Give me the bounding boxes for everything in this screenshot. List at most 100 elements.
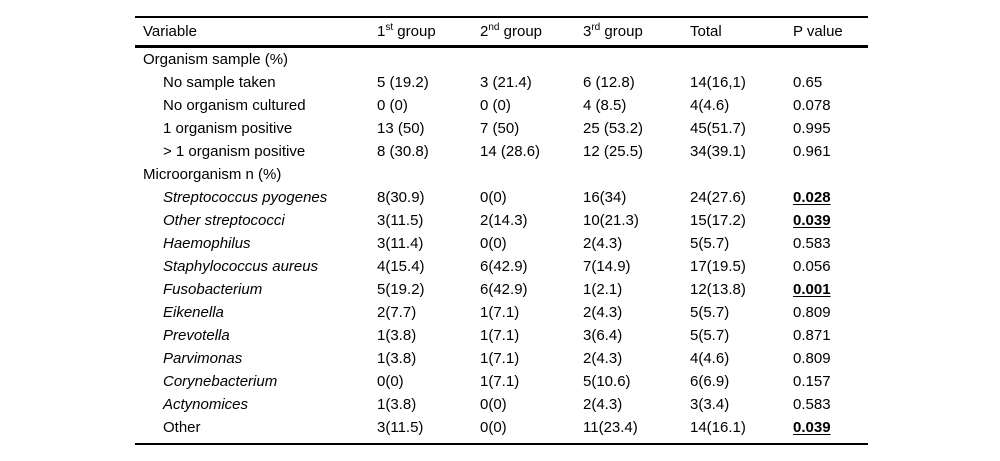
row-label: Staphylococcus aureus xyxy=(163,258,319,275)
col-header-total: Total xyxy=(690,18,793,48)
col-header-variable: Variable xyxy=(135,18,377,48)
ordinal-superscript: rd xyxy=(591,22,601,33)
p-value-cell: 0.039 xyxy=(793,212,831,229)
header-label: 3 xyxy=(583,23,592,40)
value-cell: 6(42.9) xyxy=(480,281,528,298)
value-cell: 0(0) xyxy=(377,373,404,390)
value-cell: 1(2.1) xyxy=(583,281,623,298)
table-row: Prevotella 1(3.8) 1(7.1) 3(6.4) 5(5.7) 0.871 xyxy=(135,324,868,347)
table-row: No sample taken 5 (19.2) 3 (21.4) 6 (12.8) 1… xyxy=(135,71,868,94)
row-label: No sample taken xyxy=(163,74,276,91)
section-label: Organism sample (%) xyxy=(143,51,289,68)
value-cell: 0 (0) xyxy=(377,97,408,114)
value-cell: 8 (30.8) xyxy=(377,143,429,160)
value-cell: 5(10.6) xyxy=(583,373,631,390)
value-cell: 7 (50) xyxy=(480,120,520,137)
value-cell: 24(27.6) xyxy=(690,189,746,206)
p-value-cell: 0.157 xyxy=(793,373,831,390)
header-label: P value xyxy=(793,23,843,40)
value-cell: 14(16,1) xyxy=(690,74,746,91)
value-cell: 7(14.9) xyxy=(583,258,631,275)
value-cell: 2(4.3) xyxy=(583,396,623,413)
p-value-cell: 0.056 xyxy=(793,258,831,275)
value-cell: 12(13.8) xyxy=(690,281,746,298)
value-cell: 3(3.4) xyxy=(690,396,730,413)
section-row: Organism sample (%) xyxy=(135,47,868,72)
value-cell: 2(14.3) xyxy=(480,212,528,229)
p-value-cell xyxy=(793,163,868,186)
value-cell: 2(4.3) xyxy=(583,304,623,321)
col-header-group2: 2nd group xyxy=(480,18,583,48)
value-cell: 14(16.1) xyxy=(690,419,746,436)
table-body: Organism sample (%) No sample taken 5 (19.… xyxy=(135,47,868,440)
value-cell: 4(4.6) xyxy=(690,97,730,114)
value-cell: 34(39.1) xyxy=(690,143,746,160)
value-cell: 6(42.9) xyxy=(480,258,528,275)
row-label: > 1 organism positive xyxy=(163,143,306,160)
value-cell: 4(4.6) xyxy=(690,350,730,367)
row-label: Fusobacterium xyxy=(163,281,263,298)
table-row: Corynebacterium 0(0) 1(7.1) 5(10.6) 6(6.9) 0.… xyxy=(135,370,868,393)
p-value-cell xyxy=(793,47,868,72)
table-row: Staphylococcus aureus 4(15.4) 6(42.9) 7(14.… xyxy=(135,255,868,278)
table-row: Fusobacterium 5(19.2) 6(42.9) 1(2.1) 12(13.8… xyxy=(135,278,868,301)
p-value-cell: 0.583 xyxy=(793,235,831,252)
table-row: No organism cultured 0 (0) 0 (0) 4 (8.5) 4(4… xyxy=(135,94,868,117)
col-header-group1: 1st group xyxy=(377,18,480,48)
value-cell: 4(15.4) xyxy=(377,258,425,275)
value-cell: 1(3.8) xyxy=(377,396,417,413)
p-value-cell: 0.809 xyxy=(793,304,831,321)
value-cell xyxy=(377,163,480,186)
value-cell: 0(0) xyxy=(480,235,507,252)
value-cell: 4 (8.5) xyxy=(583,97,627,114)
row-label: Haemophilus xyxy=(163,235,251,252)
value-cell xyxy=(583,163,690,186)
value-cell: 0(0) xyxy=(480,396,507,413)
table-row: Eikenella 2(7.7) 1(7.1) 2(4.3) 5(5.7) 0.809 xyxy=(135,301,868,324)
p-value-cell: 0.039 xyxy=(793,419,831,436)
p-value-cell: 0.961 xyxy=(793,143,831,160)
row-label: Prevotella xyxy=(163,327,230,344)
row-label: 1 organism positive xyxy=(163,120,293,137)
row-label: Parvimonas xyxy=(163,350,243,367)
row-label: Corynebacterium xyxy=(163,373,278,390)
row-label: Streptococcus pyogenes xyxy=(163,189,328,206)
organism-comparison-table: Variable 1st group 2nd group 3rd group T… xyxy=(135,18,868,439)
p-value-cell: 0.078 xyxy=(793,97,831,114)
col-header-group3: 3rd group xyxy=(583,18,690,48)
value-cell: 11(23.4) xyxy=(583,419,638,436)
header-label: 2 xyxy=(480,23,489,40)
row-label: Eikenella xyxy=(163,304,224,321)
results-table: Variable 1st group 2nd group 3rd group T… xyxy=(135,16,868,445)
header-label: group xyxy=(600,23,643,40)
value-cell: 3(11.5) xyxy=(377,419,424,436)
value-cell: 1(7.1) xyxy=(480,327,520,344)
row-label: Other streptococci xyxy=(163,212,285,229)
value-cell xyxy=(480,47,583,72)
value-cell xyxy=(377,47,480,72)
row-label: No organism cultured xyxy=(163,97,306,114)
value-cell: 0 (0) xyxy=(480,97,511,114)
p-value-cell: 0.871 xyxy=(793,327,831,344)
value-cell: 5(5.7) xyxy=(690,235,730,252)
ordinal-superscript: st xyxy=(385,22,394,33)
table-row: Other 3(11.5) 0(0) 11(23.4) 14(16.1) 0.039 xyxy=(135,416,868,439)
header-label: group xyxy=(393,23,436,40)
header-label: Variable xyxy=(143,23,197,40)
p-value-cell: 0.809 xyxy=(793,350,831,367)
value-cell: 5(5.7) xyxy=(690,304,730,321)
table-row: Actynomices 1(3.8) 0(0) 2(4.3) 3(3.4) 0.583 xyxy=(135,393,868,416)
p-value-cell: 0.583 xyxy=(793,396,831,413)
value-cell: 8(30.9) xyxy=(377,189,425,206)
table-row: Other streptococci 3(11.5) 2(14.3) 10(21.3)… xyxy=(135,209,868,232)
value-cell: 12 (25.5) xyxy=(583,143,644,160)
value-cell: 16(34) xyxy=(583,189,627,206)
p-value-cell: 0.995 xyxy=(793,120,831,137)
value-cell: 3 (21.4) xyxy=(480,74,532,91)
value-cell: 5 (19.2) xyxy=(377,74,429,91)
value-cell: 5(5.7) xyxy=(690,327,730,344)
value-cell xyxy=(690,47,793,72)
value-cell: 5(19.2) xyxy=(377,281,425,298)
p-value-cell: 0.028 xyxy=(793,189,831,206)
header-label: group xyxy=(499,23,543,40)
